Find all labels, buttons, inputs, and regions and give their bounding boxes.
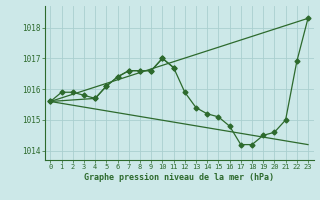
X-axis label: Graphe pression niveau de la mer (hPa): Graphe pression niveau de la mer (hPa) <box>84 173 274 182</box>
